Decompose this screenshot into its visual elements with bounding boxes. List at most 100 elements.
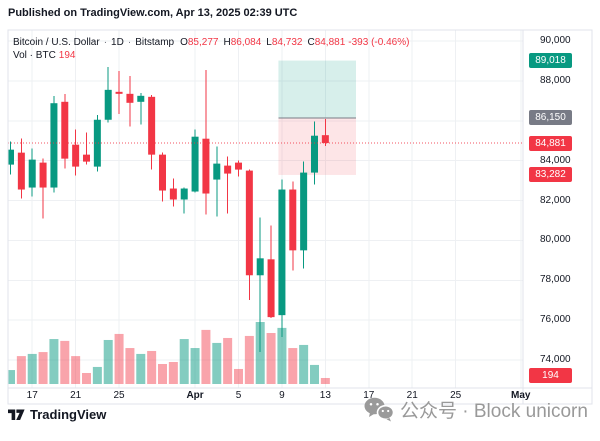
candle-body [72,144,80,167]
time-axis-label: 17 [26,390,38,401]
volume-bar [125,348,135,384]
time-axis-label: 25 [113,390,125,401]
volume-bar [288,348,298,384]
volume-bar [168,361,178,384]
time-axis-label: 13 [319,390,331,401]
ohlc-item: L84,732 [266,37,303,48]
volume-bar [309,364,319,384]
time-axis-label: 25 [450,390,462,401]
candle-body [104,89,112,120]
candle-body [158,154,166,191]
price-axis-label: 76,000 [540,314,571,326]
price-axis-label: 80,000 [540,234,571,246]
published-caption: Published on TradingView.com, Apr 13, 20… [8,7,298,19]
price-axis-label: 84,000 [540,154,571,166]
time-axis-label: Apr [186,390,204,401]
candle-body [169,188,177,200]
candle-body [61,101,69,159]
volume-bar [201,329,211,384]
volume-bar [223,337,233,384]
volume-bar [27,353,37,384]
candle-body [50,103,58,188]
volume-bar [320,377,330,384]
brand-link[interactable]: TradingView [30,407,107,422]
candle-body [278,189,286,316]
volume-bar [92,366,102,384]
volume-bar [233,368,243,384]
candle-body [8,149,14,165]
legend-line-1: Bitcoin / U.S. Dollar · 1D · Bitstamp O8… [13,36,409,49]
volume-bar [299,344,309,384]
candle-body [256,258,264,276]
candle-body [191,136,199,192]
volume-bar [244,335,254,384]
price-badge: 194 [529,367,572,383]
volume-label: Vol · BTC [13,50,56,61]
legend-separator: · [127,37,132,48]
volume-bar [114,333,124,384]
tradingview-logo-icon[interactable] [8,408,25,421]
price-axis-label: 90,000 [540,35,571,46]
volume-bar [255,322,265,384]
candle-body [137,95,145,102]
volume-bar [49,339,59,384]
volume-bar [190,348,200,384]
position-profit-zone[interactable] [278,60,357,118]
time-axis-label: 21 [406,390,418,401]
volume-bar [277,327,287,384]
time-axis-label: 5 [235,390,242,401]
price-badge: 86,150 [529,110,572,126]
volume-bar [8,370,15,384]
volume-value: 194 [58,50,76,61]
candle-body [300,172,308,251]
time-axis-label: 9 [279,390,285,401]
widget-border [7,29,593,405]
ohlc-item: C84,881 [307,37,346,48]
watermark-text: 公众号 · Block unicorn [400,401,588,422]
volume-bar [16,356,26,384]
plot-area[interactable] [6,30,523,388]
footer: TradingView [8,407,106,422]
candle-body [17,152,25,190]
exchange-label: Bitstamp [135,37,175,48]
change-value: -393 (-0.46%) [348,37,410,48]
ohlc-item: O85,277 [180,37,219,48]
candle-body [289,189,297,251]
volume-bar [81,372,91,384]
candle-body [82,154,90,162]
candle-body [310,135,318,173]
price-axis-label: 82,000 [540,194,571,206]
candle-body [39,162,47,188]
ohlc-item: H86,084 [223,37,262,48]
volume-bar [38,352,48,384]
candle-body [148,96,156,155]
time-axis-label: 21 [70,390,82,401]
price-badge: 83,282 [529,167,572,183]
candle-body [321,135,329,144]
symbol-title[interactable]: Bitcoin / U.S. Dollar [13,37,100,48]
volume-bar [157,364,167,384]
time-axis-label: May [511,390,531,401]
candle-body [180,188,188,200]
candle-body [28,159,36,188]
interval-label[interactable]: 1D [111,37,124,48]
volume-bar [136,353,146,384]
volume-bar [103,339,113,384]
price-badge: 89,018 [529,53,572,69]
price-axis-label: 78,000 [540,274,571,286]
volume-bar [266,333,276,384]
candle-body [93,119,101,167]
candle-body [234,162,242,170]
volume-bar [179,339,189,384]
candle-body [213,163,221,180]
watermark: 公众号 · Block unicorn [364,396,588,423]
time-axis-label: 17 [363,390,375,401]
volume-bar [71,356,81,384]
price-axis-label: 74,000 [540,354,571,365]
price-badge: 84,881 [529,135,572,151]
candle-body [202,138,210,194]
legend-line-2: Vol · BTC 194 [13,49,409,62]
legend-separator: · [103,37,108,48]
candle-body [245,170,253,276]
